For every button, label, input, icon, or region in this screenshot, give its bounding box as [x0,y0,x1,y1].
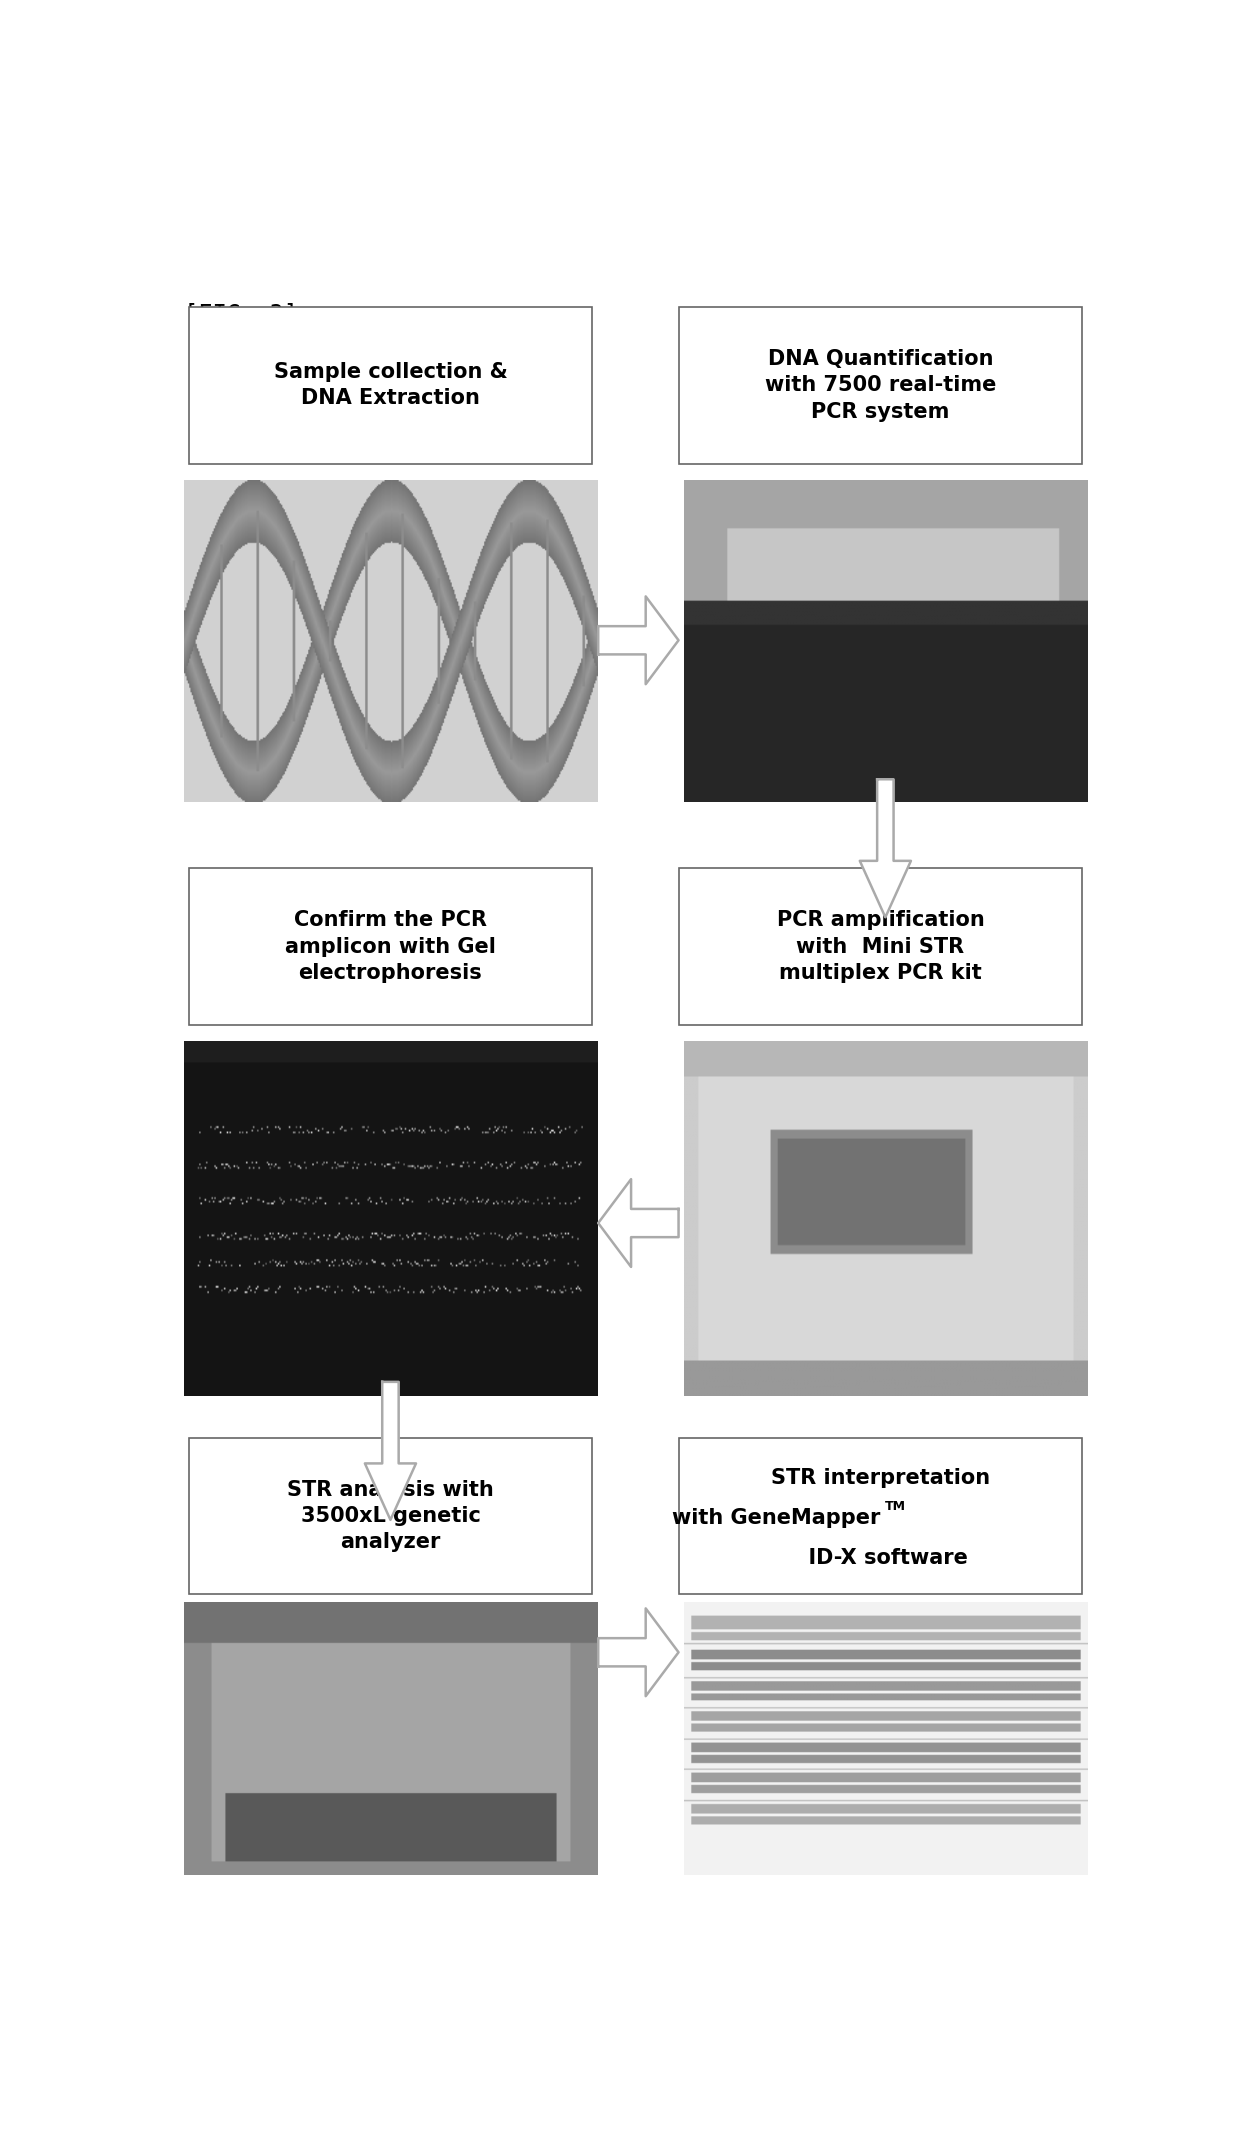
Text: Sample collection &
DNA Extraction: Sample collection & DNA Extraction [274,362,507,407]
FancyBboxPatch shape [188,307,593,463]
Text: Confirm the PCR
amplicon with Gel
electrophoresis: Confirm the PCR amplicon with Gel electr… [285,909,496,982]
Text: ID-X software: ID-X software [794,1548,967,1567]
Text: TM: TM [885,1499,906,1512]
FancyBboxPatch shape [188,868,593,1025]
Text: with GeneMapper: with GeneMapper [672,1507,880,1529]
FancyBboxPatch shape [678,1439,1083,1595]
Text: DNA Quantification
with 7500 real-time
PCR system: DNA Quantification with 7500 real-time P… [765,349,996,422]
Polygon shape [859,778,911,918]
Polygon shape [598,1608,678,1696]
Text: PCR amplification
with  Mini STR
multiplex PCR kit: PCR amplification with Mini STR multiple… [776,909,985,982]
FancyBboxPatch shape [678,307,1083,463]
Polygon shape [598,1179,678,1267]
Text: [FIG. 3]: [FIG. 3] [184,302,298,326]
Text: STR interpretation: STR interpretation [771,1469,990,1488]
Polygon shape [598,596,678,684]
FancyBboxPatch shape [188,1439,593,1595]
Text: STR analysis with
3500xL genetic
analyzer: STR analysis with 3500xL genetic analyze… [288,1479,494,1552]
Polygon shape [365,1383,415,1520]
FancyBboxPatch shape [678,868,1083,1025]
